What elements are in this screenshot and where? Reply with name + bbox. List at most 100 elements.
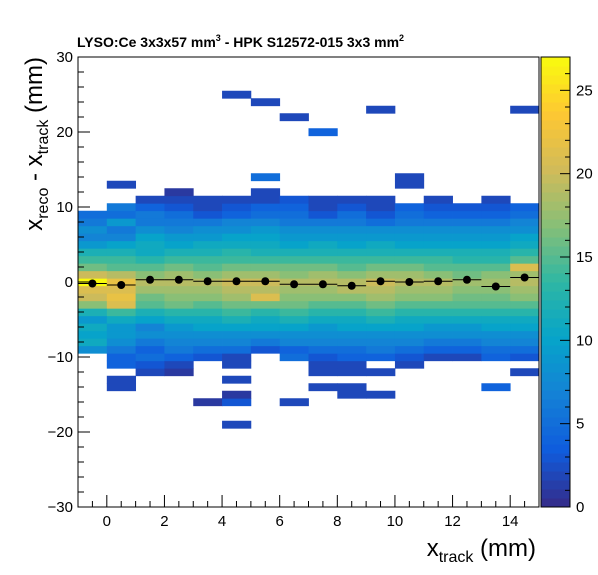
color-bar-tick-label: 25: [576, 82, 593, 99]
color-bar-segment: [541, 102, 570, 112]
heatmap-bin: [452, 240, 482, 249]
heatmap-bin: [279, 248, 309, 257]
heatmap-bin: [337, 195, 367, 204]
heatmap-bin: [423, 203, 453, 212]
heatmap-bin: [193, 203, 223, 212]
heatmap-bin: [106, 218, 137, 227]
heatmap-bin: [423, 285, 453, 294]
heatmap-bin: [366, 353, 396, 362]
heatmap-bin: [193, 323, 223, 332]
heatmap-bin: [366, 345, 396, 354]
heatmap-bin: [135, 368, 165, 377]
heatmap-bin: [193, 300, 223, 309]
heatmap-bin: [394, 330, 425, 339]
color-bar-segment: [541, 291, 570, 301]
profile-markers: [78, 273, 539, 291]
heatmap-bin: [394, 263, 425, 272]
heatmap-bin: [279, 218, 309, 227]
heatmap-bin: [193, 315, 223, 324]
heatmap-bin: [510, 210, 540, 219]
heatmap-bin: [366, 225, 396, 234]
heatmap-bin: [394, 233, 425, 242]
heatmap-bin: [423, 225, 453, 234]
heatmap-bin: [106, 330, 137, 339]
heatmap-bin: [394, 225, 425, 234]
heatmap-bin: [394, 240, 425, 249]
heatmap-bin: [193, 210, 223, 219]
heatmap-bin: [164, 323, 194, 332]
heatmap-bin: [78, 218, 108, 227]
heatmap-bin: [452, 315, 482, 324]
heatmap-bin: [423, 240, 453, 249]
heatmap-bin: [423, 353, 453, 362]
heatmap-bin: [481, 210, 511, 219]
y-axis-label-base: x: [21, 219, 48, 231]
color-bar-segment: [541, 435, 570, 445]
heatmap-bin: [337, 270, 367, 279]
heatmap-bin: [78, 323, 108, 332]
heatmap-bin: [366, 270, 396, 279]
heatmap-bin: [366, 240, 396, 249]
heatmap-bin: [164, 240, 194, 249]
heatmap-bin: [78, 285, 108, 294]
color-bar-segment: [541, 84, 570, 94]
heatmap-bin: [423, 330, 453, 339]
heatmap-bin: [135, 300, 165, 309]
heatmap-bin: [394, 308, 425, 317]
heatmap-bin: [366, 315, 396, 324]
heatmap-bin: [135, 248, 165, 257]
heatmap-bin: [106, 255, 137, 264]
heatmap-bin: [222, 270, 252, 279]
color-bar-segment: [541, 237, 570, 247]
heatmap-bin: [510, 278, 540, 287]
heatmap-bin: [481, 240, 511, 249]
heatmap-bin: [222, 233, 252, 242]
color-bar-segment: [541, 408, 570, 418]
title-superscript-1: 3: [216, 33, 221, 43]
heatmap-bin: [250, 233, 281, 242]
heatmap-bin: [394, 353, 425, 362]
heatmap-bin: [423, 293, 453, 302]
color-bar-segment: [541, 201, 570, 211]
heatmap-bin: [222, 263, 252, 272]
heatmap-bin: [106, 225, 137, 234]
heatmap-bin: [193, 233, 223, 242]
heatmap-bin: [308, 195, 338, 204]
heatmap-bin: [164, 345, 194, 354]
heatmap-bin: [164, 315, 194, 324]
heatmap-bin: [135, 225, 165, 234]
heatmap-bin: [452, 338, 482, 347]
heatmap-bin: [423, 248, 453, 257]
heatmap-bin: [452, 255, 482, 264]
x-tick-label: 0: [103, 513, 111, 530]
heatmap-bin: [510, 308, 540, 317]
heatmap-bin: [222, 323, 252, 332]
heatmap-bin: [366, 368, 396, 377]
heatmap-bin: [279, 323, 309, 332]
color-bar-segment: [541, 489, 570, 499]
y-axis-label-unit: (mm): [21, 57, 48, 120]
heatmap-bin: [78, 210, 108, 219]
heatmap-bin: [423, 210, 453, 219]
heatmap-bin: [164, 308, 194, 317]
heatmap-bin: [308, 255, 338, 264]
x-axis-ticks: 0 2 4 6 8 10 12 14: [77, 495, 540, 530]
heatmap-bin: [222, 285, 252, 294]
heatmap-bin: [279, 210, 309, 219]
heatmap-bin: [193, 308, 223, 317]
heatmap-bin: [337, 360, 367, 369]
heatmap-bin: [366, 210, 396, 219]
heatmap-bin: [193, 270, 223, 279]
heatmap-bins: [78, 90, 540, 429]
heatmap-bin: [510, 323, 540, 332]
heatmap-bin: [135, 218, 165, 227]
heatmap-bin: [394, 338, 425, 347]
heatmap-bin: [452, 293, 482, 302]
heatmap-bin: [481, 248, 511, 257]
heatmap-bin: [164, 300, 194, 309]
heatmap-bin: [279, 293, 309, 302]
heatmap-bin: [481, 315, 511, 324]
color-bar-segment: [541, 345, 570, 355]
heatmap-bin: [510, 263, 540, 272]
